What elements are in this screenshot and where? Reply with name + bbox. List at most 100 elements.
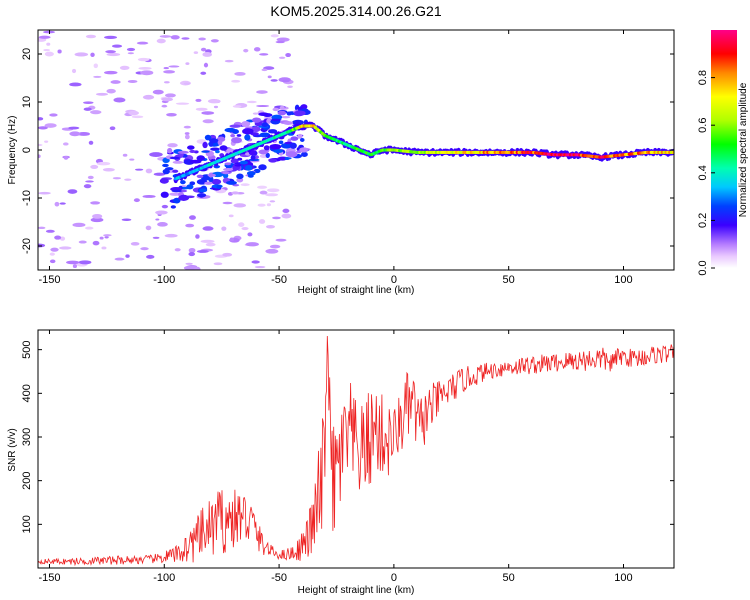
spectrogram-noise-blob (99, 236, 104, 240)
spectrogram-noise-blob (195, 107, 208, 111)
spectrogram-noise-blob (245, 242, 259, 247)
spectrogram-energy-blob (196, 155, 206, 162)
spectrogram-noise-blob (275, 40, 285, 44)
spec-y-tick-label: 10 (21, 96, 33, 108)
spectrogram-noise-blob (231, 79, 241, 83)
spectrogram-noise-blob (228, 214, 234, 218)
spectrogram-noise-blob (121, 218, 132, 222)
spectrogram-noise-blob (127, 52, 135, 55)
spectrogram-noise-blob (152, 236, 160, 239)
spectrogram-noise-blob (281, 213, 292, 219)
spec-y-tick-label: -10 (21, 190, 33, 206)
spectrogram-energy-blob (178, 194, 190, 201)
spectrogram-noise-blob (267, 188, 280, 193)
spectrogram-noise-blob (38, 243, 46, 248)
snr-y-axis-label: SNR (v/v) (7, 428, 18, 471)
spectrogram-noise-blob (38, 154, 41, 159)
spectrogram-noise-blob (124, 178, 132, 181)
spectrogram-noise-blob (267, 75, 272, 79)
snr-y-tick-label: 200 (21, 471, 33, 489)
spectrogram-noise-blob (128, 110, 140, 116)
spectrogram-noise-blob (170, 35, 180, 40)
spectrogram-energy-blob (204, 134, 212, 141)
spectrogram-energy-blob (263, 145, 270, 151)
spectrogram-energy-blob (172, 197, 181, 204)
spectrogram-noise-blob (138, 67, 152, 70)
spectrogram-noise-blob (257, 203, 266, 207)
spectrogram-noise-blob (145, 168, 153, 174)
spectrogram-noise-blob (259, 53, 269, 56)
spectrogram-noise-blob (90, 201, 101, 205)
spectrogram-energy-blob (229, 124, 242, 128)
spectrogram-noise-blob (85, 34, 97, 39)
spectrogram-energy-blob (236, 134, 242, 137)
spectrogram-noise-blob (142, 194, 156, 198)
spectrogram-noise-blob (90, 164, 99, 170)
spectrogram-noise-blob (265, 248, 279, 254)
spec-y-tick-label: -20 (21, 238, 33, 254)
spectrogram-energy-blob (277, 110, 287, 116)
spectrogram-noise-blob (155, 218, 160, 221)
spectrogram-energy-blob (290, 136, 299, 141)
spectrogram-energy-blob (159, 178, 169, 184)
spectrogram-noise-blob (231, 191, 240, 195)
spectrogram-noise-blob (38, 117, 44, 121)
spectrogram-energy-blob (242, 128, 254, 135)
spectrogram-noise-blob (57, 49, 62, 54)
spectrogram-energy-blob (211, 178, 222, 185)
spectrogram-noise-blob (145, 225, 152, 231)
spec-x-tick-label: -50 (271, 274, 287, 286)
colorbar: 0.0 0.2 0.4 0.6 0.8 Normalized spectral ampl… (697, 30, 749, 276)
spectrogram-noise-blob (164, 233, 178, 238)
spectrogram-noise-blob (134, 168, 144, 171)
spectrogram-energy-blob (196, 174, 204, 179)
spectrogram-energy-blob (236, 173, 244, 180)
spectrogram-energy-blob (251, 126, 261, 133)
spectrogram-noise-blob (46, 42, 51, 46)
spectrogram-noise-blob (269, 200, 276, 203)
spectrogram-energy-blob (299, 137, 305, 142)
snr-y-tick-label: 500 (21, 340, 33, 358)
spectrogram-noise-blob (59, 236, 66, 241)
spectrogram-energy-blob (259, 132, 271, 138)
spectrogram-noise-blob (153, 172, 166, 176)
spectrogram-energy-blob (258, 164, 267, 171)
spectrogram-noise-blob (59, 246, 72, 250)
spectrogram-noise-blob (54, 235, 62, 240)
spectrogram-noise-blob (140, 70, 154, 76)
spectrogram-noise-blob (84, 226, 94, 230)
spectrogram-noise-blob (195, 98, 202, 102)
spectrogram-x-ticks: -150 -100 -50 0 50 100 (38, 30, 633, 286)
spectrogram-noise-blob (232, 105, 242, 108)
spectrogram-energy-blob (189, 159, 202, 164)
snr-x-tick-label: 50 (503, 572, 515, 584)
spectrogram-energy-blob (161, 204, 169, 209)
spectrogram-energy-blob (285, 151, 298, 158)
colorbar-ticks: 0.0 0.2 0.4 0.6 0.8 (697, 70, 715, 276)
chart-title: KOM5.2025.314.00.26.G21 (270, 3, 441, 19)
spectrogram-noise-blob (105, 50, 116, 54)
spectrogram-energy-blob (296, 106, 303, 110)
spectrogram-energy-blob (272, 107, 279, 112)
spectrogram-noise-blob (54, 201, 60, 207)
spectrogram-noise-blob (74, 52, 89, 57)
spectrogram-energy-blob (231, 137, 242, 144)
spectrogram-noise-blob (156, 38, 166, 44)
spectrogram-noise-blob (272, 216, 281, 220)
spectrogram-energy-blob (246, 171, 256, 176)
spectrogram-noise-blob (269, 244, 281, 249)
spectrogram-noise-blob (44, 123, 57, 128)
spectrogram-noise-blob (129, 158, 135, 161)
snr-x-tick-label: -100 (153, 572, 175, 584)
spectrogram-noise-blob (282, 208, 290, 214)
spectrogram-noise-blob (72, 222, 86, 228)
spectrogram-noise-blob (256, 90, 268, 94)
spectrogram-noise-blob (285, 53, 291, 58)
spectrogram-noise-blob (133, 198, 140, 203)
spectrogram-noise-blob (194, 266, 201, 270)
spectrogram-noise-blob (83, 107, 92, 111)
spectrogram-noise-blob (243, 48, 249, 53)
spectrogram-noise-blob (90, 52, 95, 57)
spectrogram-noise-blob (157, 222, 168, 227)
